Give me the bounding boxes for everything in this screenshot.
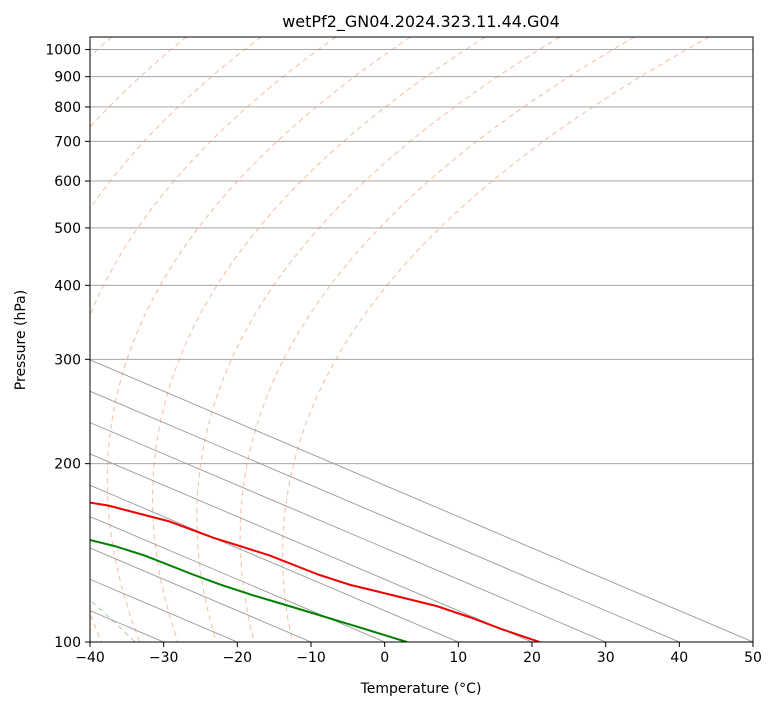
x-axis-label: Temperature (°C) bbox=[360, 681, 482, 697]
dry-adiabat-line bbox=[151, 37, 486, 642]
dry-adiabat-line bbox=[282, 37, 710, 642]
x-tick-label: 30 bbox=[597, 650, 615, 666]
background-lines bbox=[90, 37, 753, 642]
y-tick-label: 500 bbox=[54, 221, 81, 237]
y-tick-label: 800 bbox=[54, 100, 81, 116]
isotherm-line bbox=[90, 390, 680, 642]
temperature-profile-line bbox=[90, 501, 540, 642]
y-tick-label: 900 bbox=[54, 70, 81, 86]
dry-adiabat-line bbox=[90, 37, 187, 128]
isotherm-line bbox=[90, 453, 533, 642]
profile-lines bbox=[90, 501, 540, 642]
x-tick-label: 0 bbox=[380, 650, 389, 666]
x-tick-label: 20 bbox=[523, 650, 541, 666]
isotherm-line bbox=[90, 422, 606, 642]
isotherm-line bbox=[90, 359, 753, 642]
dry-adiabat-line bbox=[90, 37, 262, 210]
y-tick-label: 100 bbox=[54, 635, 81, 651]
y-axis-label: Pressure (hPa) bbox=[13, 290, 29, 390]
y-tick-label: 1000 bbox=[45, 43, 81, 59]
dry-adiabat-line bbox=[106, 37, 411, 642]
isotherm-line bbox=[90, 516, 385, 642]
chart-title: wetPf2_GN04.2024.323.11.44.G04 bbox=[282, 12, 560, 32]
x-tick-label: −40 bbox=[75, 650, 105, 666]
dry-adiabat-line bbox=[239, 37, 635, 642]
axes: −40 −30 −20 −10 0 10 20 30 40 50 100 200 300 400 500 60… bbox=[45, 43, 762, 666]
x-tick-label: −10 bbox=[296, 650, 326, 666]
x-tick-label: −20 bbox=[223, 650, 253, 666]
y-tick-label: 700 bbox=[54, 134, 81, 150]
x-tick-label: 50 bbox=[744, 650, 762, 666]
x-tick-label: 10 bbox=[449, 650, 467, 666]
plot-frame bbox=[89, 36, 754, 643]
y-tick-label: 600 bbox=[54, 174, 81, 190]
x-tick-label: −30 bbox=[149, 650, 179, 666]
y-tick-label: 300 bbox=[54, 352, 81, 368]
y-tick-label: 400 bbox=[54, 278, 81, 294]
y-tick-label: 200 bbox=[54, 457, 81, 473]
dry-adiabat-line bbox=[196, 37, 561, 642]
x-tick-label: 40 bbox=[670, 650, 688, 666]
